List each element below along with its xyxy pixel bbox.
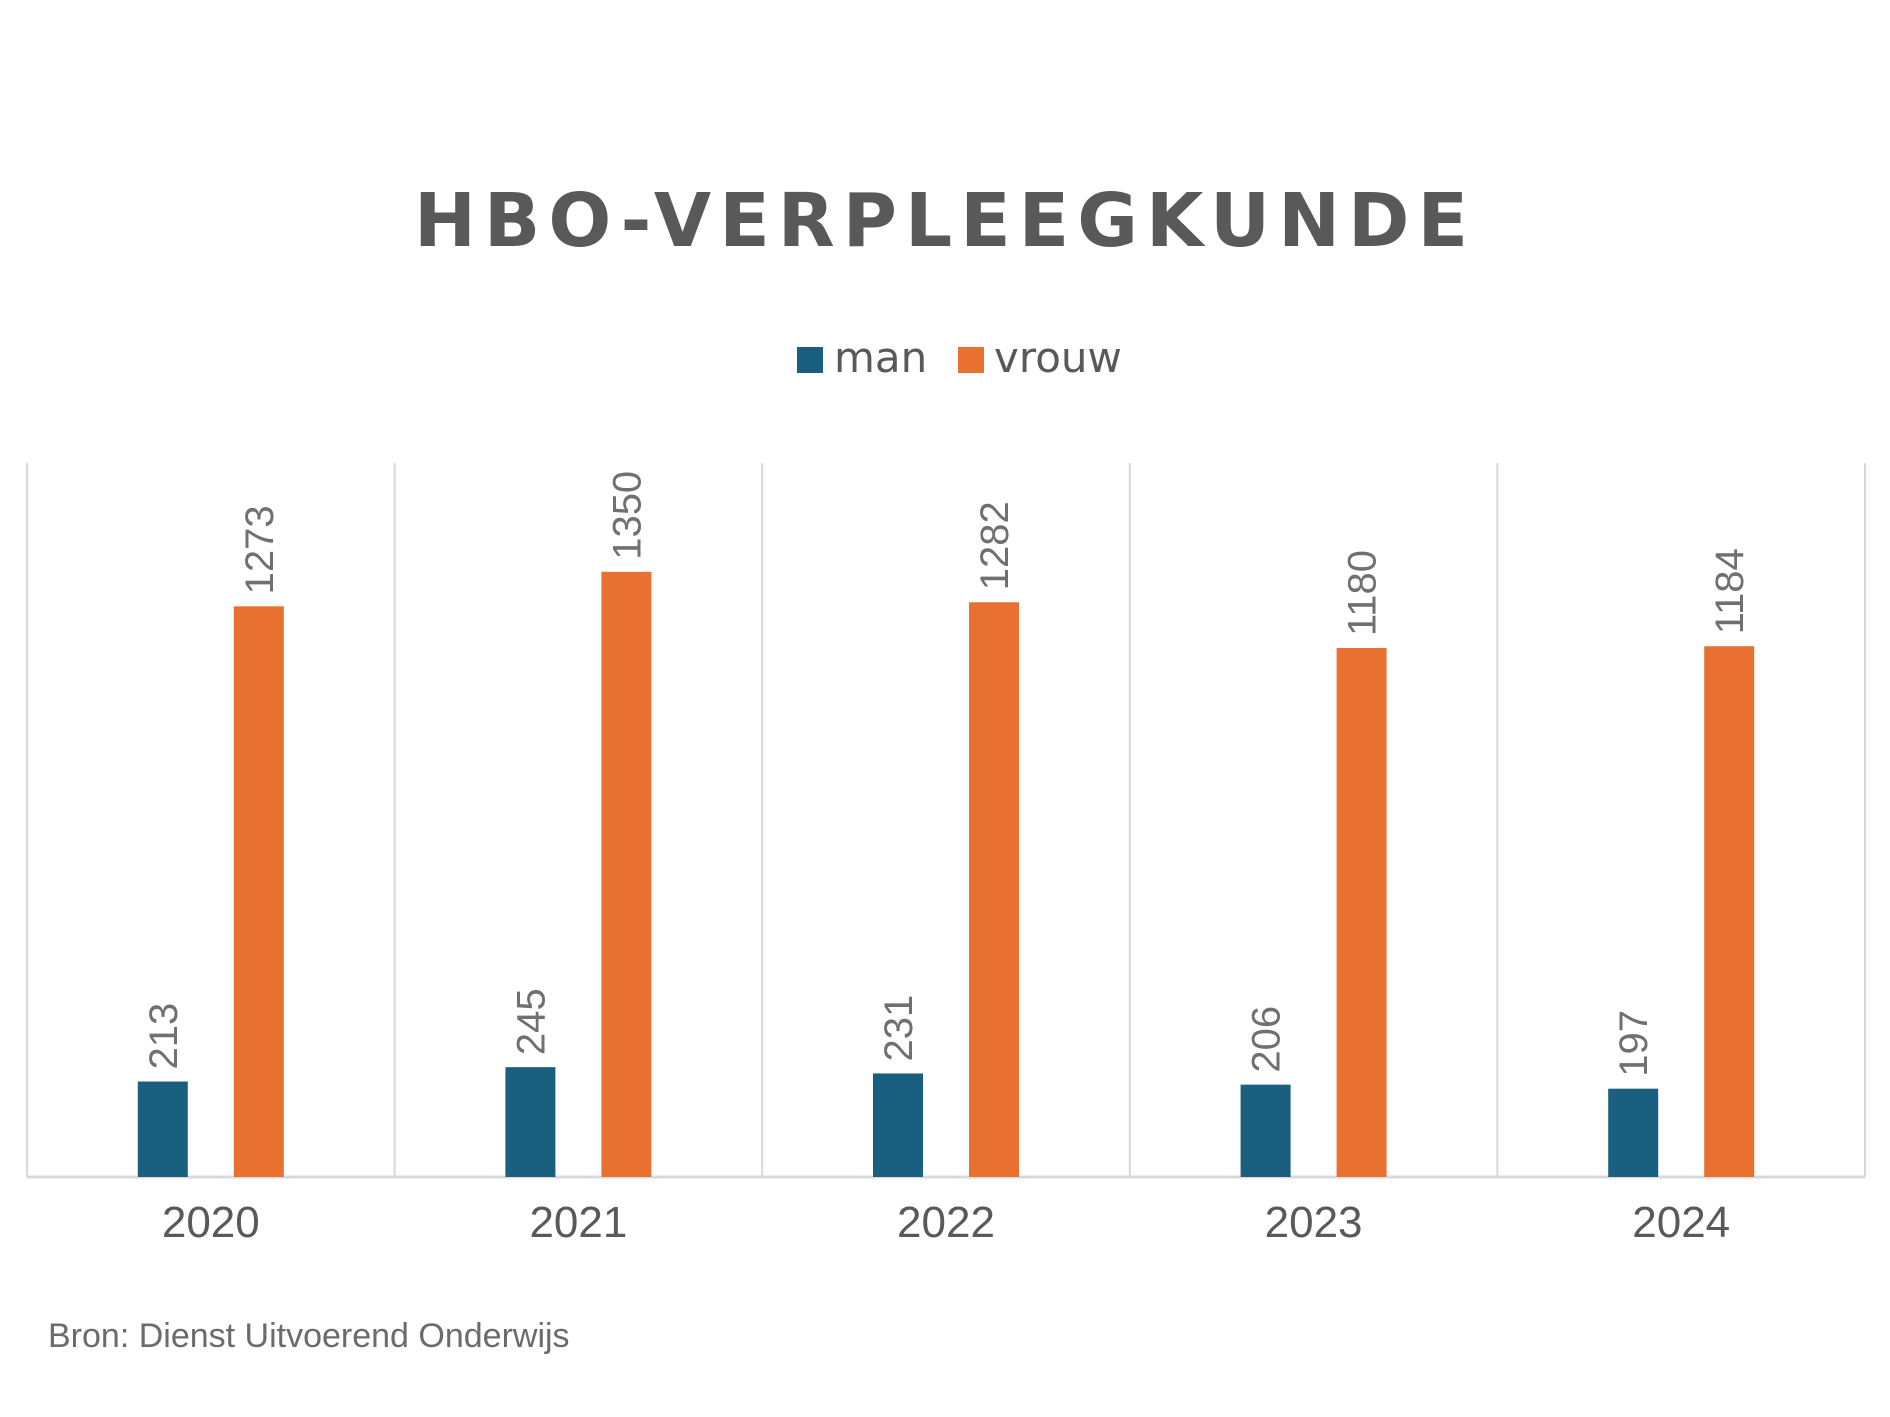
data-label-vrouw-2024: 1184 <box>1708 548 1752 634</box>
data-label-man-2020: 213 <box>142 1003 186 1070</box>
data-labels: 213 1273 245 1350 231 1282 206 1180 197 1184 <box>142 471 1752 1077</box>
source-note: Bron: Dienst Uitvoerend Onderwijs <box>48 1317 570 1355</box>
bar-man-2023 <box>1240 1084 1291 1177</box>
data-label-man-2024: 197 <box>1612 1010 1656 1077</box>
x-tick-label-2022: 2022 <box>897 1198 995 1247</box>
bar-vrouw-2024 <box>1704 646 1755 1177</box>
data-label-man-2023: 206 <box>1245 1006 1289 1073</box>
data-label-vrouw-2020: 1273 <box>238 505 282 594</box>
legend: man vrouw <box>797 333 1122 382</box>
x-tick-label-2020: 2020 <box>162 1198 260 1247</box>
data-label-man-2021: 245 <box>509 988 553 1055</box>
x-tick-label-2021: 2021 <box>529 1198 627 1247</box>
grid-lines <box>26 463 1866 1179</box>
legend-label-vrouw: vrouw <box>994 333 1122 382</box>
bar-vrouw-2022 <box>969 602 1019 1177</box>
bar-vrouw-2023 <box>1336 648 1387 1177</box>
data-label-vrouw-2021: 1350 <box>605 471 649 560</box>
bar-vrouw-2021 <box>601 571 652 1177</box>
x-tick-label-2024: 2024 <box>1632 1198 1730 1247</box>
data-label-vrouw-2022: 1282 <box>973 501 1017 590</box>
bar-man-2024 <box>1608 1088 1659 1177</box>
chart-title: HBO-VERPLEEGKUNDE <box>414 178 1476 264</box>
legend-label-man: man <box>834 333 927 382</box>
legend-swatch-vrouw <box>958 347 984 373</box>
x-tick-label-2023: 2023 <box>1265 1198 1363 1247</box>
bar-man-2022 <box>873 1073 923 1177</box>
legend-swatch-man <box>797 347 823 373</box>
data-label-man-2022: 231 <box>877 995 921 1062</box>
bars <box>137 571 1755 1177</box>
data-label-vrouw-2023: 1180 <box>1341 550 1385 636</box>
x-axis-tick-labels: 2020 2021 2022 2023 2024 <box>162 1198 1730 1247</box>
bar-man-2020 <box>137 1081 188 1177</box>
bar-man-2021 <box>505 1067 556 1177</box>
bar-vrouw-2020 <box>233 606 284 1177</box>
